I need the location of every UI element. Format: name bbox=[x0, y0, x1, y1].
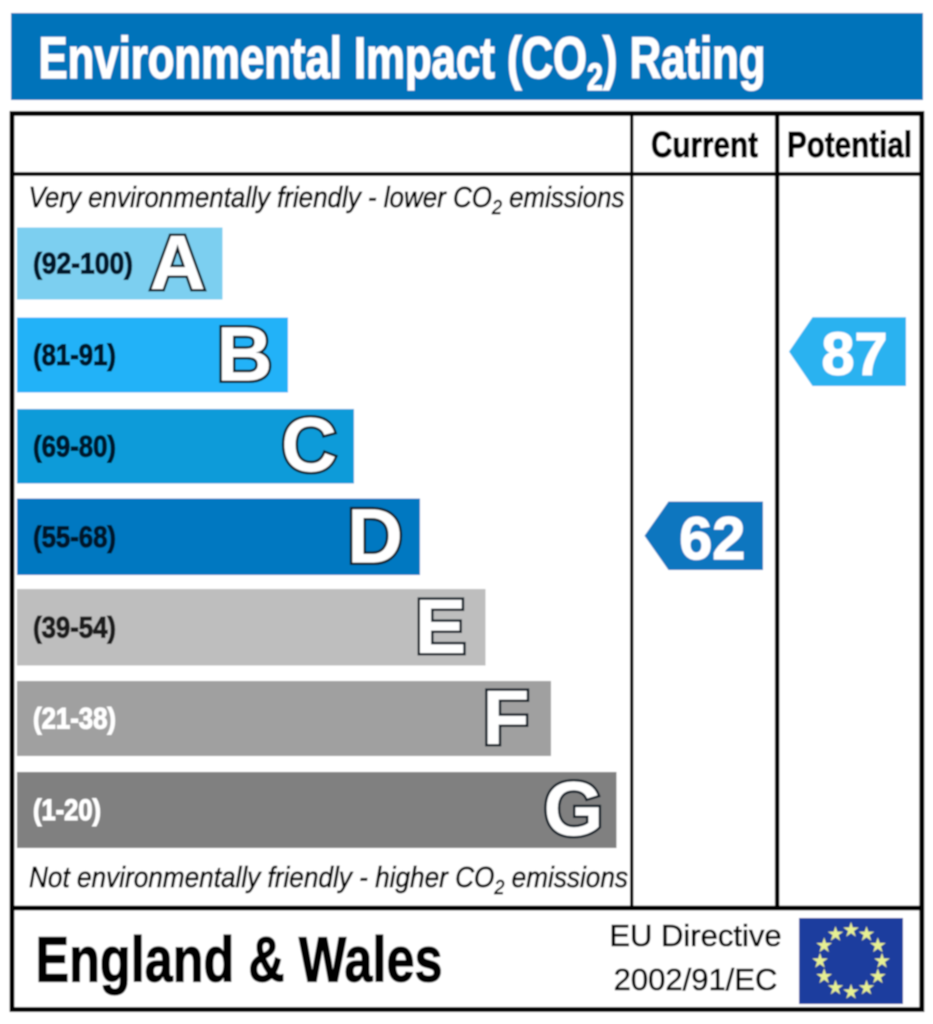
svg-text:Not environmentally friendly -: Not environmentally friendly - higher CO… bbox=[29, 862, 628, 899]
svg-text:EU Directive: EU Directive bbox=[609, 918, 781, 953]
svg-text:England & Wales: England & Wales bbox=[36, 924, 443, 996]
svg-text:Potential: Potential bbox=[787, 124, 912, 165]
svg-text:(1-20): (1-20) bbox=[33, 794, 101, 827]
svg-text:2002/91/EC: 2002/91/EC bbox=[614, 962, 778, 997]
svg-text:(55-68): (55-68) bbox=[33, 521, 116, 554]
svg-text:87: 87 bbox=[822, 321, 888, 388]
svg-text:A: A bbox=[150, 220, 206, 306]
svg-text:Very environmentally friendly: Very environmentally friendly - lower CO… bbox=[29, 182, 625, 219]
svg-text:G: G bbox=[544, 767, 604, 853]
svg-text:(69-80): (69-80) bbox=[33, 431, 116, 464]
svg-text:62: 62 bbox=[679, 505, 745, 572]
svg-text:C: C bbox=[281, 403, 337, 489]
svg-text:Environmental Impact (CO2) Rat: Environmental Impact (CO2) Rating bbox=[39, 26, 766, 99]
svg-text:E: E bbox=[415, 584, 466, 670]
svg-text:(39-54): (39-54) bbox=[33, 612, 116, 645]
svg-text:D: D bbox=[347, 494, 403, 580]
svg-text:F: F bbox=[482, 675, 529, 761]
svg-text:(92-100): (92-100) bbox=[33, 248, 133, 281]
svg-text:(21-38): (21-38) bbox=[33, 703, 116, 736]
svg-text:Current: Current bbox=[651, 124, 758, 165]
svg-text:B: B bbox=[217, 312, 273, 398]
svg-text:(81-91): (81-91) bbox=[33, 339, 116, 372]
